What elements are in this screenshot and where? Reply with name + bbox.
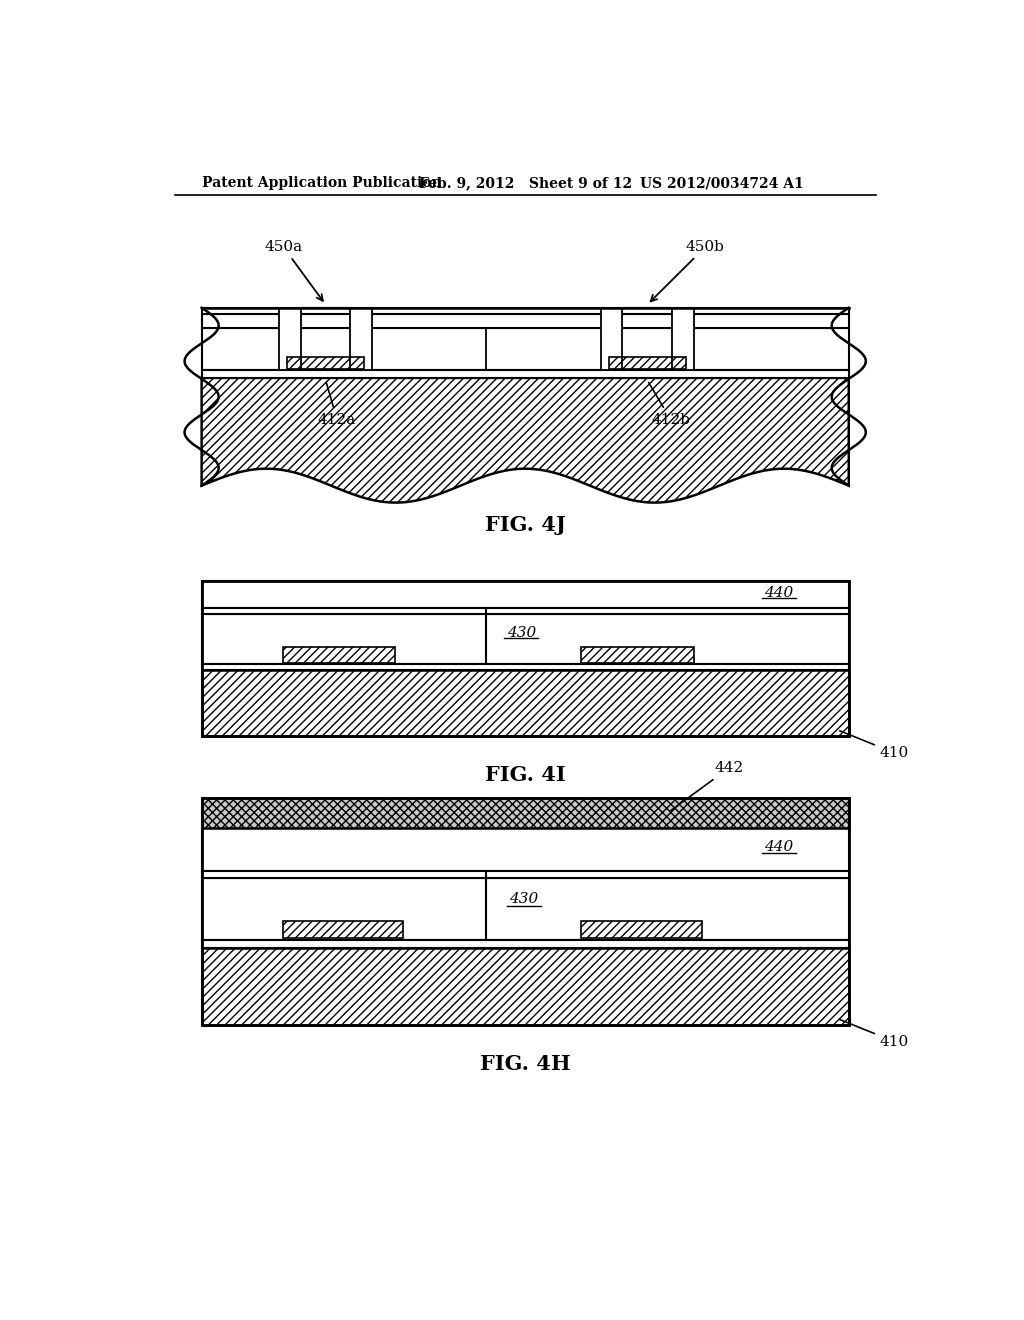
Bar xyxy=(287,358,365,370)
Text: FIG. 4J: FIG. 4J xyxy=(484,515,565,535)
Bar xyxy=(202,940,849,948)
Bar xyxy=(202,327,849,370)
Text: 410: 410 xyxy=(840,731,909,760)
Bar xyxy=(202,871,849,878)
Bar xyxy=(202,370,849,378)
Bar xyxy=(202,581,849,737)
Polygon shape xyxy=(202,378,849,503)
Bar xyxy=(582,921,701,939)
Bar xyxy=(202,797,849,1024)
Text: 412b: 412b xyxy=(648,383,690,426)
Bar xyxy=(202,671,849,737)
Text: 430: 430 xyxy=(509,892,539,907)
Bar xyxy=(202,308,849,314)
Text: 450a: 450a xyxy=(264,240,323,301)
Text: 440: 440 xyxy=(764,586,794,601)
Bar xyxy=(202,829,849,871)
Bar xyxy=(350,306,372,370)
Text: 450b: 450b xyxy=(650,240,725,301)
Bar xyxy=(202,609,849,614)
Bar xyxy=(280,306,301,370)
Bar xyxy=(582,647,693,663)
Bar xyxy=(283,647,395,663)
Text: US 2012/0034724 A1: US 2012/0034724 A1 xyxy=(640,176,803,190)
Bar xyxy=(202,314,849,327)
Text: 442: 442 xyxy=(670,762,743,812)
Text: 412a: 412a xyxy=(317,383,356,426)
Bar xyxy=(202,664,849,671)
Bar xyxy=(672,306,693,370)
Text: Feb. 9, 2012   Sheet 9 of 12: Feb. 9, 2012 Sheet 9 of 12 xyxy=(419,176,632,190)
Text: 430: 430 xyxy=(507,626,536,640)
Text: FIG. 4I: FIG. 4I xyxy=(484,766,565,785)
Bar xyxy=(202,878,849,940)
Bar xyxy=(202,581,849,609)
Bar xyxy=(601,306,623,370)
Bar xyxy=(608,358,686,370)
Bar xyxy=(202,948,849,1024)
Bar xyxy=(283,921,403,939)
Text: 440: 440 xyxy=(764,840,794,854)
Text: Patent Application Publication: Patent Application Publication xyxy=(202,176,441,190)
Bar xyxy=(202,614,849,664)
Bar xyxy=(202,797,849,829)
Text: 410: 410 xyxy=(840,1019,909,1048)
Text: FIG. 4H: FIG. 4H xyxy=(480,1053,570,1074)
